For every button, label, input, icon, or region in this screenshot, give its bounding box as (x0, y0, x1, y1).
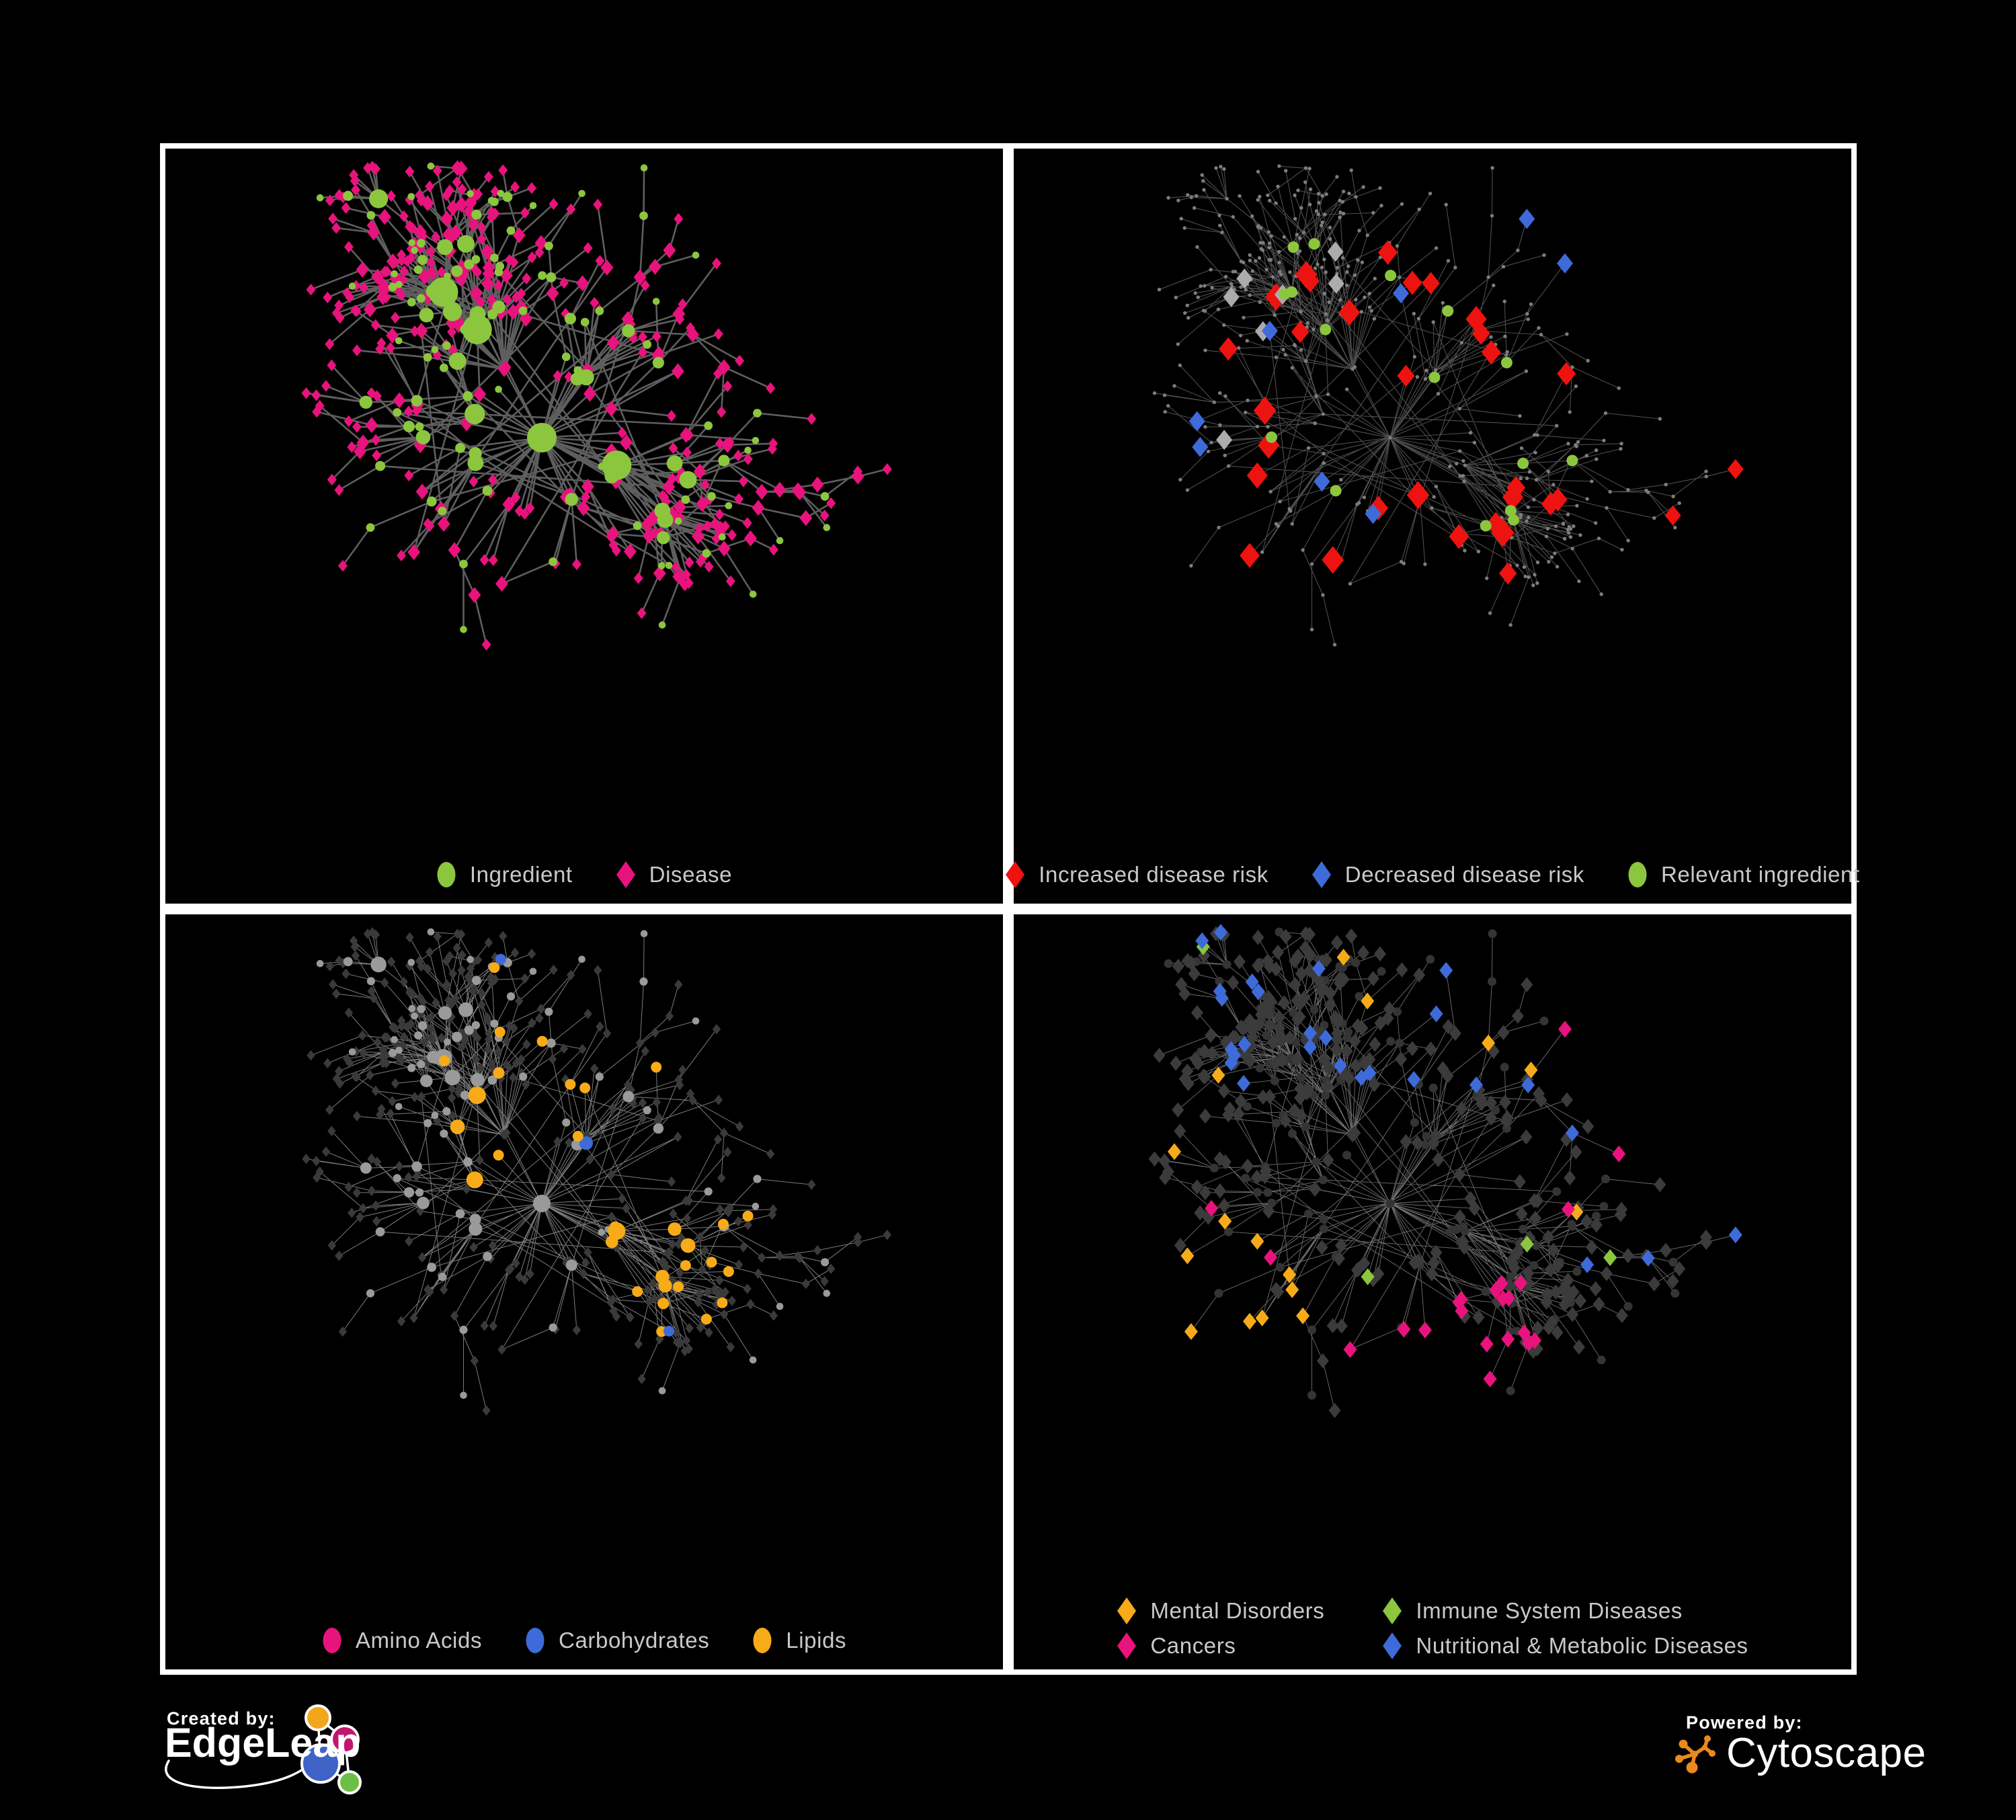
legend-marker-diamond-icon (1383, 1632, 1402, 1659)
legend-item: Mental Disorders (1117, 1597, 1324, 1625)
network-nutrient-classes (302, 927, 891, 1416)
legend-disease-classes: Mental Disorders Immune System Diseases Ca… (1014, 1597, 1851, 1660)
legend-marker-diamond-icon (1006, 861, 1025, 888)
cytoscape-network-icon (1675, 1735, 1716, 1774)
legend-label: Relevant ingredient (1660, 862, 1860, 887)
edgeleap-swoosh (165, 1757, 317, 1789)
legend-label: Disease (649, 862, 733, 887)
legend-marker-diamond-icon (1383, 1597, 1402, 1624)
legend-label: Lipids (786, 1628, 847, 1653)
edgeleap-wordmark: EdgeLeap (165, 1720, 361, 1766)
legend-item: Nutritional & Metabolic Diseases (1382, 1632, 1748, 1660)
legend-marker-circle-icon (753, 1628, 772, 1653)
created-by-label: Created by: (167, 1708, 276, 1729)
network-ingredient-disease (301, 160, 892, 651)
legend-marker-circle-icon (1628, 862, 1647, 887)
legend-marker-circle-icon (323, 1628, 341, 1653)
legend-item: Lipids (752, 1626, 846, 1655)
legend-label: Decreased disease risk (1344, 862, 1584, 887)
panel-disease-classes: Mental Disorders Immune System Diseases Ca… (1008, 909, 1857, 1675)
cytoscape-wordmark: Cytoscape (1726, 1730, 1927, 1776)
legend-label: Increased disease risk (1039, 862, 1268, 887)
legend-marker-diamond-icon (1117, 1632, 1137, 1659)
legend-item: Immune System Diseases (1382, 1597, 1748, 1625)
edgeleap-logo: EdgeLeap (165, 1704, 362, 1794)
legend-ingredient-disease: Ingredient Disease (165, 861, 1003, 889)
panel-ingredient-disease: Ingredient Disease (160, 143, 1008, 909)
legend-item: Decreased disease risk (1312, 861, 1584, 889)
legend-marker-diamond-icon (1117, 1597, 1137, 1624)
legend-item: Carbohydrates (525, 1626, 709, 1655)
network-disease-risk (1152, 164, 1744, 647)
legend-label: Immune System Diseases (1416, 1598, 1683, 1623)
legend-nutrient-classes: Amino Acids Carbohydrates Lipids (165, 1626, 1003, 1655)
legend-marker-diamond-icon (616, 861, 635, 888)
legend-label: Carbohydrates (559, 1628, 710, 1653)
powered-by-label: Powered by: (1686, 1712, 1803, 1733)
legend-item: Cancers (1117, 1632, 1324, 1660)
legend-label: Ingredient (469, 862, 573, 887)
legend-item: Amino Acids (322, 1626, 482, 1655)
cytoscape-logo-row: Cytoscape (1675, 1732, 1926, 1775)
legend-label: Nutritional & Metabolic Diseases (1416, 1633, 1748, 1658)
legend-marker-diamond-icon (1312, 861, 1331, 888)
legend-label: Mental Disorders (1150, 1598, 1325, 1623)
legend-label: Amino Acids (355, 1628, 483, 1653)
legend-item: Ingredient (436, 861, 573, 889)
panel-nutrient-classes: Amino Acids Carbohydrates Lipids (160, 909, 1008, 1675)
legend-label: Cancers (1150, 1633, 1236, 1658)
legend-item: Disease (616, 861, 732, 889)
edgeleap-network-mark (300, 1704, 362, 1794)
legend-marker-circle-icon (437, 862, 456, 887)
legend-item: Relevant ingredient (1627, 861, 1860, 889)
panel-disease-risk: Increased disease risk Decreased disease … (1006, 143, 1859, 909)
network-disease-classes (1148, 924, 1742, 1419)
legend-item: Increased disease risk (1005, 861, 1268, 889)
legend-marker-circle-icon (526, 1628, 545, 1653)
legend-disease-risk: Increased disease risk Decreased disease … (1006, 861, 1859, 889)
